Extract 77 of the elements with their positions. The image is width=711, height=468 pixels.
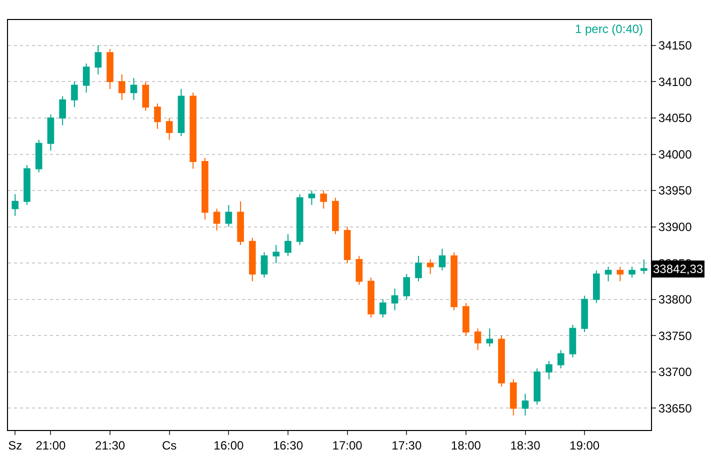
- candlestick: [356, 255, 363, 286]
- candlestick: [510, 378, 517, 416]
- candlestick: [415, 255, 422, 282]
- candlestick: [379, 298, 386, 318]
- candlestick: [616, 266, 624, 282]
- candlestick: [403, 273, 410, 300]
- candlestick: [604, 266, 612, 282]
- candlestick: [308, 190, 316, 206]
- x-tick-label: 19:00: [570, 438, 600, 452]
- candlestick: [569, 324, 576, 358]
- candlestick: [154, 102, 161, 130]
- candlestick: [59, 96, 66, 126]
- candlestick: [248, 237, 256, 282]
- candlestick: [82, 63, 90, 94]
- candlestick: [178, 88, 185, 137]
- candlestick: [344, 226, 351, 264]
- x-tick-label: Cs: [162, 438, 177, 452]
- y-tick-label: 34150: [658, 38, 692, 53]
- candlestick: [320, 190, 327, 210]
- y-tick-label: 34000: [658, 147, 692, 162]
- candlestick: [593, 270, 600, 304]
- candlestick: [546, 360, 552, 380]
- annotation: 1 perc (0:40): [575, 22, 644, 36]
- candlestick: [534, 368, 541, 406]
- x-tick-label: 17:00: [332, 438, 363, 452]
- x-tick-label: 18:30: [510, 438, 541, 452]
- candlestick: [24, 164, 30, 206]
- candlestick: [47, 114, 54, 152]
- x-tick-label: 16:30: [272, 438, 304, 452]
- candlestick: [368, 277, 374, 318]
- candlestick: [12, 194, 19, 216]
- candlestick: [450, 252, 458, 311]
- x-tick-label: Sz: [8, 438, 22, 452]
- candlestick: [190, 92, 196, 170]
- candlestick: [391, 288, 398, 311]
- candlestick: [237, 200, 244, 246]
- candlestick: [130, 78, 138, 100]
- y-tick-label: 33750: [658, 328, 692, 343]
- y-tick-label: 34100: [658, 74, 692, 89]
- candlestick: [426, 258, 434, 274]
- candlestick: [213, 208, 220, 231]
- candlestick: [296, 194, 304, 246]
- candlestick: [474, 328, 482, 351]
- candlestick: [71, 81, 78, 108]
- candlestick: [225, 204, 232, 228]
- candlestick: [272, 244, 280, 264]
- candlestick: [166, 117, 173, 140]
- y-tick-label: 33950: [658, 184, 692, 198]
- candlestick: [438, 248, 446, 271]
- candlestick: [284, 234, 292, 256]
- y-tick-label: 33650: [658, 401, 692, 416]
- candlestick: [557, 350, 564, 369]
- x-tick-label: 21:00: [36, 438, 66, 452]
- x-tick-label: 18:00: [450, 438, 482, 452]
- y-tick-label: 33700: [658, 365, 692, 380]
- candlestick: [118, 74, 126, 100]
- candlestick: [486, 328, 494, 348]
- candlestick: [260, 252, 268, 278]
- text: 33842,33: [653, 262, 704, 276]
- candlestick: [522, 393, 529, 416]
- candlestick: [142, 81, 150, 112]
- x-tick-label: 17:30: [392, 438, 422, 452]
- y-tick-label: 34050: [658, 111, 692, 126]
- candlestick: [640, 258, 648, 274]
- candlestick: [498, 335, 505, 387]
- candlestick: [628, 266, 636, 278]
- x-tick-label: 21:30: [95, 438, 126, 452]
- candlestick: [202, 157, 208, 220]
- y-tick-label: 33800: [658, 292, 692, 307]
- candlestick: [581, 295, 588, 333]
- candlestick: [462, 302, 470, 336]
- candlestick: [35, 139, 42, 173]
- candlestick: [332, 197, 339, 235]
- x-tick-label: 16:00: [214, 438, 244, 452]
- candlestick: [94, 44, 102, 75]
- candlestick: [106, 48, 114, 90]
- y-tick-label: 33900: [658, 220, 692, 234]
